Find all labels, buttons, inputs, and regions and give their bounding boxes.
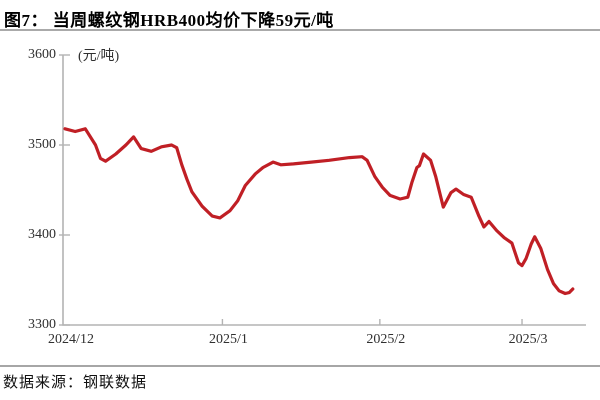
x-tick-label: 2025/2	[366, 332, 406, 347]
footer-divider	[0, 365, 600, 367]
x-tick-label: 2025/1	[208, 332, 248, 347]
x-tick-label: 2025/3	[508, 332, 548, 347]
price-line-chart: (元/吨) 3600 3500 3400 3300 2024/12 2025/1 2025…	[0, 30, 600, 365]
axis-lines	[62, 55, 586, 326]
y-tick-label: 3300	[28, 317, 56, 332]
x-tick-label: 2024/12	[48, 332, 94, 347]
y-axis-unit-label: (元/吨)	[78, 49, 120, 64]
figure-title: 图7： 当周螺纹钢HRB400均价下降59元/吨	[4, 11, 334, 30]
chart-canvas	[59, 54, 586, 326]
y-tick-label: 3600	[28, 47, 56, 62]
price-series-line	[63, 127, 575, 296]
data-source: 数据来源：钢联数据	[3, 375, 148, 391]
title-divider	[0, 29, 600, 31]
y-tick-label: 3400	[28, 227, 56, 242]
y-tick-label: 3500	[28, 137, 56, 152]
